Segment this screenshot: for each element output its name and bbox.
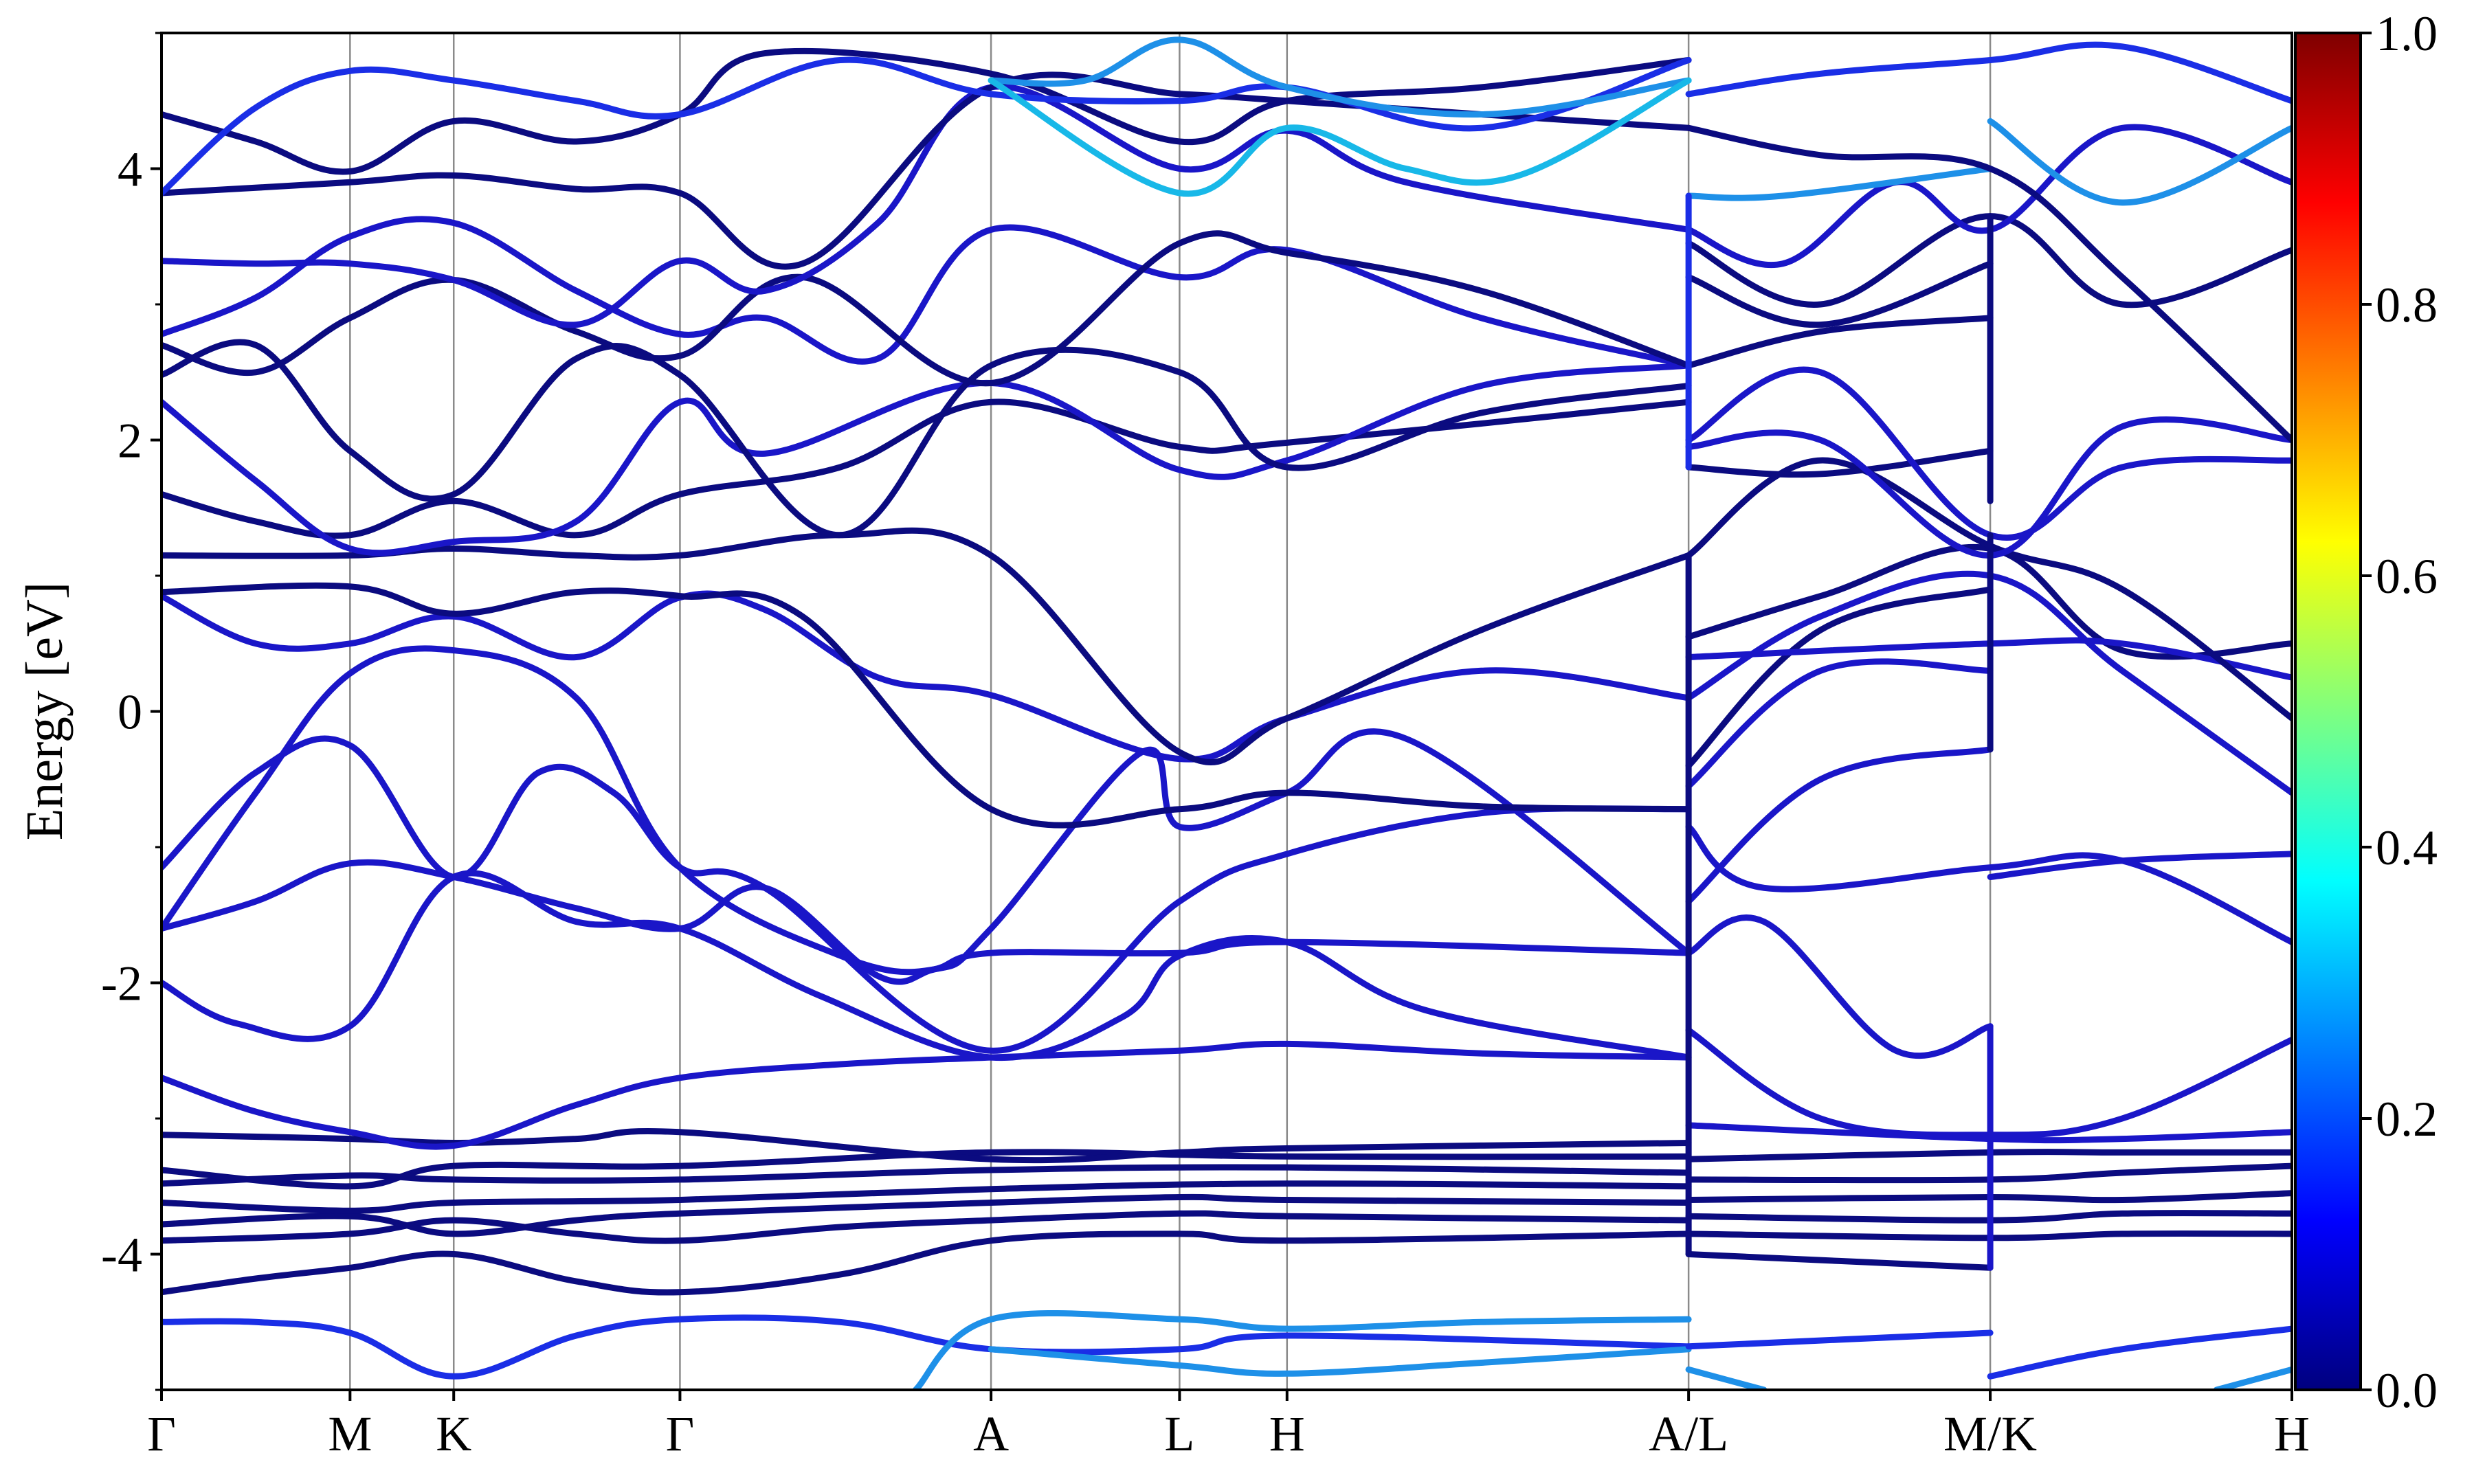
band-line-20 xyxy=(161,83,1692,328)
band-line-2 xyxy=(161,1193,1692,1237)
band-line-7 xyxy=(161,1040,1692,1150)
band-line-54 xyxy=(1685,166,1994,201)
colorbar-tick-label: 0.2 xyxy=(2376,1092,2438,1147)
x-tick-label: M/K xyxy=(1943,1406,2037,1461)
band-line-17 xyxy=(161,339,1692,539)
band-line-42 xyxy=(1685,586,1994,769)
x-tick-label: H xyxy=(2274,1406,2310,1461)
band-line-12 xyxy=(161,590,1692,763)
band-line-13 xyxy=(161,582,1692,829)
band-line-28 xyxy=(988,77,1692,197)
band-line-40 xyxy=(1987,851,2292,880)
colorbar-tick-label: 0.8 xyxy=(2376,278,2438,333)
x-tick-label: L xyxy=(1164,1406,1194,1461)
band-line-0 xyxy=(161,1230,1692,1296)
band-line-22 xyxy=(161,47,1692,175)
band-line-30 xyxy=(1685,1230,2292,1241)
colorbar-tick-label: 0.4 xyxy=(2376,820,2438,875)
x-tick-label: K xyxy=(436,1406,471,1461)
band-line-37 xyxy=(1685,914,1994,1059)
band-line-11 xyxy=(161,645,1692,976)
band-line-9 xyxy=(161,859,1692,985)
y-axis-ticks: -4 -2 0 2 4 xyxy=(101,32,161,1391)
x-tick-label: M xyxy=(328,1406,372,1461)
band-line-29 xyxy=(1685,1251,1994,1271)
y-tick-label: 2 xyxy=(118,414,142,469)
band-line-32 xyxy=(1685,1190,2292,1204)
band-line-61 xyxy=(2213,1366,2292,1390)
x-tick-label: A xyxy=(973,1406,1009,1461)
y-axis-title: Energy [eV] xyxy=(16,582,74,840)
y-tick-label: -2 xyxy=(101,956,142,1011)
band-line-24 xyxy=(161,1314,1692,1380)
band-line-33 xyxy=(1685,1162,2292,1184)
band-line-41 xyxy=(1685,658,1994,789)
band-line-31 xyxy=(1685,1210,2292,1224)
band-line-39 xyxy=(1685,746,1994,905)
band-line-53 xyxy=(1685,124,2292,268)
band-line-45 xyxy=(1685,637,2292,681)
band-line-60 xyxy=(1685,1366,1768,1390)
band-line-5 xyxy=(161,1149,1692,1190)
band-line-25 xyxy=(912,1309,1692,1390)
band-line-48 xyxy=(1685,366,2292,541)
band-line-38 xyxy=(1685,823,2292,945)
x-tick-label: Γ xyxy=(147,1406,176,1461)
band-line-27 xyxy=(988,36,1692,118)
colorbar-tick-label: 0.6 xyxy=(2376,549,2438,604)
band-line-8 xyxy=(161,870,1692,1061)
x-tick-label: Γ xyxy=(666,1406,695,1461)
x-axis-ticks: Γ M K Γ A L H A/L M/K H xyxy=(147,1390,2310,1461)
y-tick-label: 0 xyxy=(118,685,142,740)
band-line-35 xyxy=(1685,1122,2292,1144)
y-tick-label: 4 xyxy=(118,142,142,197)
colorbar-tick-label: 0.0 xyxy=(2376,1363,2438,1418)
band-line-3 xyxy=(161,1180,1692,1214)
band-line-4 xyxy=(161,1164,1692,1187)
colorbar-ticks: 0.0 0.2 0.4 0.6 0.8 1.0 xyxy=(2361,6,2438,1418)
band-line-59 xyxy=(1987,1325,2292,1380)
band-line-26 xyxy=(988,1346,1692,1377)
band-line-50 xyxy=(1685,315,1994,369)
band-line-58 xyxy=(1685,1329,1994,1350)
x-tick-label: H xyxy=(1269,1406,1305,1461)
band-line-16 xyxy=(161,362,1692,556)
band-line-14 xyxy=(161,527,1692,766)
colorbar xyxy=(2294,32,2362,1391)
colorbar-tick-label: 1.0 xyxy=(2376,6,2438,61)
band-line-56 xyxy=(1685,41,2292,104)
band-line-15 xyxy=(161,398,1692,539)
band-line-10 xyxy=(161,735,1692,1054)
band-line-55 xyxy=(1685,124,2292,443)
band-line-47 xyxy=(1685,447,1994,478)
y-tick-label: -4 xyxy=(101,1228,142,1283)
band-line-51 xyxy=(1685,260,1994,328)
bands-group xyxy=(161,36,2292,1390)
band-line-57 xyxy=(1987,117,2292,206)
x-tick-label: A/L xyxy=(1649,1406,1728,1461)
band-line-34 xyxy=(1685,1149,2292,1162)
